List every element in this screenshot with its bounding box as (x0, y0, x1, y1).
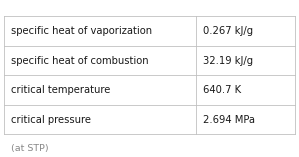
Text: 640.7 K: 640.7 K (203, 85, 242, 95)
Text: 32.19 kJ/g: 32.19 kJ/g (203, 56, 254, 66)
Text: critical temperature: critical temperature (11, 85, 110, 95)
Text: specific heat of vaporization: specific heat of vaporization (11, 26, 152, 36)
Text: critical pressure: critical pressure (11, 114, 91, 125)
Text: (at STP): (at STP) (11, 144, 49, 153)
Text: 0.267 kJ/g: 0.267 kJ/g (203, 26, 254, 36)
Text: specific heat of combustion: specific heat of combustion (11, 56, 149, 66)
Text: 2.694 MPa: 2.694 MPa (203, 114, 255, 125)
